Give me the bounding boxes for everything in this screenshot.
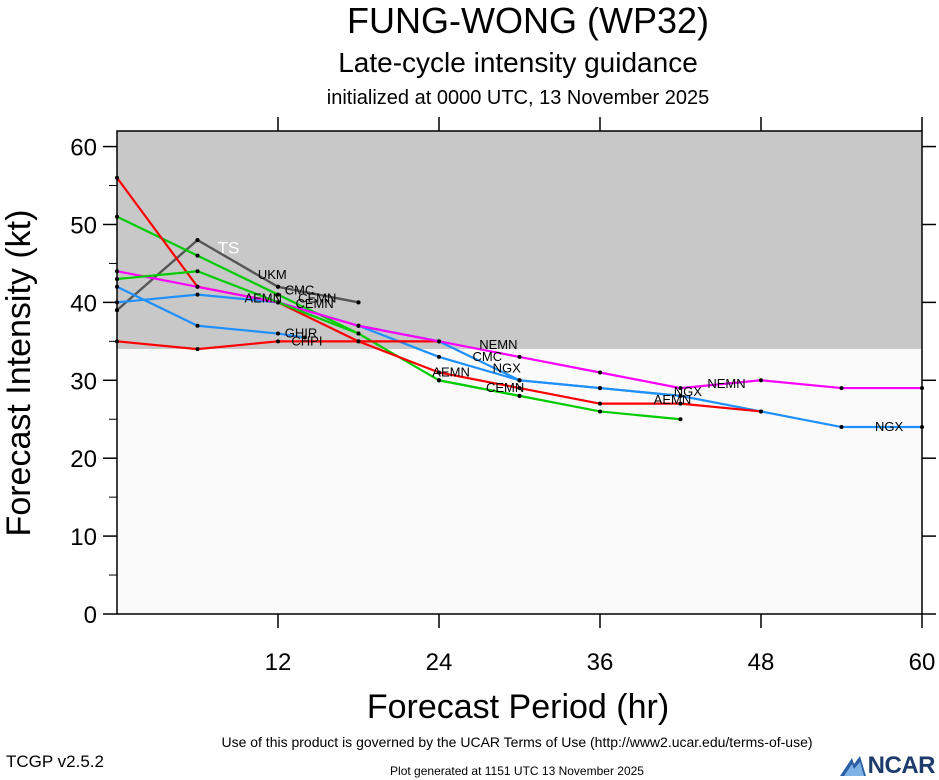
generated-timestamp: Plot generated at 1151 UTC 13 November 2… [390, 764, 644, 778]
plot-frame [116, 130, 923, 615]
below-ts-shading [117, 349, 922, 614]
series-point [195, 269, 200, 274]
series-label-cemn: CEMN [486, 380, 524, 395]
series-label-ngx: NGX [493, 361, 521, 376]
series-point [356, 331, 361, 336]
series-point [759, 378, 763, 383]
series-point [276, 331, 280, 336]
series-label-cmc: CMC [473, 349, 503, 364]
y-tick-label: 50 [70, 212, 97, 239]
series-label-nemn: NEMN [479, 337, 517, 352]
series-point [839, 425, 844, 430]
x-axis-title: Forecast Period (hr) [367, 688, 669, 726]
series-label-ghir: GHIR [285, 326, 318, 341]
y-tick-label: 60 [70, 135, 97, 162]
ncar-logo-text: NCAR [867, 752, 936, 779]
chart-init-time: initialized at 0000 UTC, 13 November 202… [327, 87, 709, 109]
series-point [517, 378, 522, 383]
series-point [276, 300, 280, 305]
series-point [678, 393, 683, 398]
series-point [598, 401, 602, 406]
axis-ticks: 0 10 20 30 40 50 60 12 24 36 48 60 [70, 117, 936, 676]
ncar-logo: NCAR [838, 752, 936, 779]
series-point [302, 335, 307, 340]
series-point [356, 323, 361, 328]
ts-threshold-label: TS [218, 238, 240, 257]
version-label: TCGP v2.5.2 [6, 752, 104, 771]
y-tick-label: 40 [70, 290, 97, 317]
series-point [437, 354, 441, 359]
series-point [598, 370, 602, 375]
series-point [598, 409, 602, 414]
y-axis-title: Forecast Intensity (kt) [0, 210, 38, 537]
tropical-storm-shading [117, 131, 922, 350]
series-point [356, 339, 361, 344]
series-label-nemn: NEMN [707, 376, 745, 391]
series-point [678, 386, 683, 391]
series-point [517, 354, 522, 359]
series-labels: UKMCMCCEMNAEMNGHIRCHPIAEMNCMCNGXCEMNNEMN… [244, 267, 903, 434]
series-point [437, 378, 441, 383]
series-point [195, 253, 200, 258]
y-tick-label: 20 [70, 446, 97, 473]
series-point [276, 339, 280, 344]
series-lines [115, 175, 924, 430]
series-point [195, 284, 200, 289]
x-tick-label: 12 [265, 649, 292, 676]
series-label-aemn: AEMN [654, 392, 692, 407]
series-label-aemn: AEMN [432, 365, 470, 380]
series-point [839, 386, 844, 391]
terms-of-use-notice: Use of this product is governed by the U… [221, 734, 813, 750]
x-tick-label: 24 [426, 649, 453, 676]
series-point [195, 238, 200, 243]
series-label-ngx: NGX [674, 384, 703, 399]
y-tick-label: 30 [70, 368, 97, 395]
x-tick-label: 48 [748, 649, 775, 676]
series-label-ngx: NGX [875, 419, 904, 434]
series-point [598, 386, 602, 391]
series-point [195, 323, 200, 328]
x-tick-label: 36 [587, 649, 614, 676]
chart-subtitle: Late-cycle intensity guidance [338, 47, 698, 78]
series-point [437, 339, 441, 344]
series-line-cemn [438, 379, 520, 397]
series-label-ukm: UKM [258, 267, 287, 282]
ncar-logo-icon [839, 756, 866, 776]
series-label-chpi: CHPI [291, 333, 322, 348]
plot-background: TS [117, 131, 922, 614]
chart-title: FUNG-WONG (WP32) [347, 0, 709, 41]
series-label-cemn: CEMN [298, 290, 336, 305]
series-point [517, 386, 522, 391]
series-point [195, 292, 200, 297]
series-point [195, 347, 200, 352]
series-label-cemn: CEMN [295, 296, 333, 311]
series-point [437, 370, 441, 375]
series-line-ghir [116, 285, 305, 339]
series-label-aemn: AEMN [244, 290, 282, 305]
y-tick-label: 0 [84, 602, 97, 629]
series-point [356, 300, 361, 305]
y-tick-label: 10 [70, 524, 97, 551]
series-point [276, 284, 280, 289]
series-point [759, 409, 763, 414]
series-line-cemn [116, 270, 359, 335]
series-point [276, 292, 280, 297]
x-tick-label: 60 [909, 649, 936, 676]
series-point [517, 393, 522, 398]
series-point [678, 417, 683, 422]
series-point [678, 401, 683, 406]
series-label-cmc: CMC [285, 283, 315, 298]
